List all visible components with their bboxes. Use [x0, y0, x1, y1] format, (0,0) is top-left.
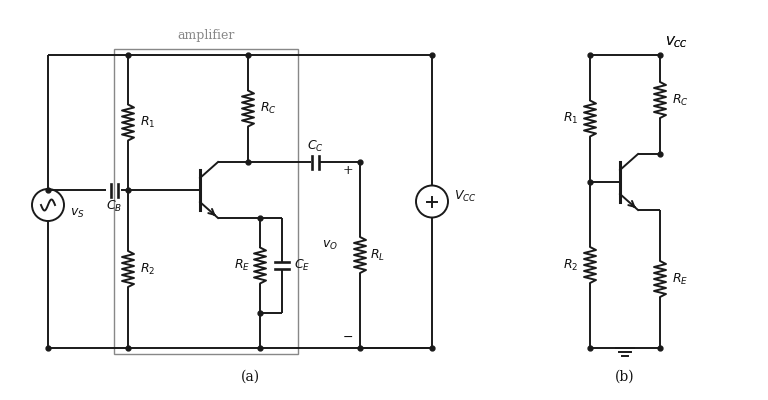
Text: $v_S$: $v_S$ — [70, 206, 84, 220]
Text: $C_C$: $C_C$ — [306, 138, 323, 154]
Text: $R_1$: $R_1$ — [563, 111, 578, 126]
Text: $R_2$: $R_2$ — [563, 258, 578, 272]
Text: amplifier: amplifier — [177, 29, 235, 42]
Text: (a): (a) — [240, 370, 260, 384]
Text: $R_E$: $R_E$ — [233, 258, 250, 273]
Bar — [114, 49, 298, 354]
Text: $-$: $-$ — [343, 330, 353, 342]
Text: $R_C$: $R_C$ — [672, 92, 689, 108]
Text: $C_B$: $C_B$ — [106, 198, 122, 214]
Text: +: + — [343, 164, 353, 176]
Text: $V_{CC}$: $V_{CC}$ — [665, 35, 687, 50]
Text: $R_E$: $R_E$ — [672, 272, 688, 286]
Text: $R_1$: $R_1$ — [140, 115, 155, 130]
Text: $V_{CC}$: $V_{CC}$ — [665, 35, 687, 50]
Text: $V_{CC}$: $V_{CC}$ — [454, 189, 477, 204]
Text: (b): (b) — [615, 370, 635, 384]
Text: $C_E$: $C_E$ — [294, 258, 310, 273]
Text: $R_2$: $R_2$ — [140, 262, 155, 276]
Text: $v_O$: $v_O$ — [322, 238, 338, 252]
Text: $R_L$: $R_L$ — [370, 248, 385, 262]
Text: $R_C$: $R_C$ — [260, 101, 276, 116]
